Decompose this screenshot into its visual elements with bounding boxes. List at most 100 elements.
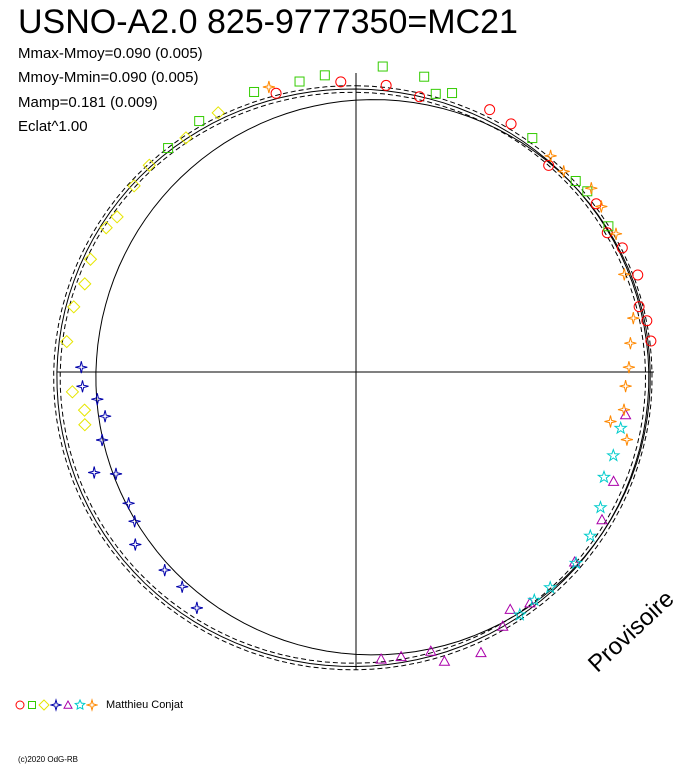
data-point-79 bbox=[618, 268, 631, 281]
data-point-1 bbox=[335, 76, 347, 88]
legend-symbols bbox=[14, 698, 98, 712]
data-point-52 bbox=[190, 601, 204, 615]
copyright: (c)2020 OdG-RB bbox=[18, 755, 79, 764]
data-point-65 bbox=[613, 420, 628, 435]
data-point-15 bbox=[194, 116, 205, 127]
data-point-68 bbox=[593, 499, 608, 514]
legend-symbol-2 bbox=[38, 699, 50, 711]
data-point-31 bbox=[211, 106, 225, 120]
data-point-83 bbox=[619, 379, 632, 393]
data-point-78 bbox=[609, 227, 623, 240]
data-point-84 bbox=[617, 403, 631, 416]
data-point-43 bbox=[98, 410, 112, 423]
data-point-59 bbox=[496, 620, 509, 631]
data-point-33 bbox=[83, 252, 98, 266]
data-point-37 bbox=[65, 385, 80, 399]
data-point-49 bbox=[129, 538, 142, 551]
stat-mamp: Mamp=0.181 (0.009) bbox=[18, 94, 158, 111]
data-point-57 bbox=[524, 596, 536, 608]
legend-symbol-1 bbox=[28, 701, 36, 709]
data-point-62 bbox=[424, 645, 437, 656]
data-point-69 bbox=[583, 528, 598, 543]
data-point-28 bbox=[127, 179, 141, 193]
data-point-24 bbox=[570, 175, 581, 186]
data-point-76 bbox=[585, 182, 598, 195]
data-point-5 bbox=[505, 118, 517, 130]
data-point-51 bbox=[176, 580, 189, 593]
legend-symbol-6 bbox=[86, 698, 98, 712]
stat-mmax-mmoy: Mmax-Mmoy=0.090 (0.005) bbox=[18, 45, 203, 62]
observer-name: Matthieu Conjat bbox=[106, 699, 184, 711]
data-point-74 bbox=[544, 149, 557, 163]
data-point-4 bbox=[484, 104, 496, 116]
curve-fit-min bbox=[59, 91, 647, 664]
data-point-87 bbox=[262, 80, 276, 94]
data-point-71 bbox=[543, 580, 558, 594]
data-point-14 bbox=[163, 143, 174, 154]
data-point-54 bbox=[607, 475, 620, 486]
data-point-10 bbox=[632, 269, 644, 281]
legend-symbol-3 bbox=[50, 698, 62, 712]
data-point-35 bbox=[67, 300, 81, 314]
data-point-16 bbox=[249, 86, 260, 97]
data-point-63 bbox=[395, 650, 407, 662]
data-point-58 bbox=[504, 603, 517, 614]
data-point-32 bbox=[99, 221, 113, 235]
data-point-48 bbox=[128, 515, 141, 528]
data-point-77 bbox=[595, 200, 608, 213]
data-point-85 bbox=[604, 415, 617, 428]
data-point-0 bbox=[270, 87, 282, 99]
data-point-45 bbox=[88, 466, 101, 479]
data-point-40 bbox=[75, 361, 88, 374]
data-point-2 bbox=[380, 79, 392, 91]
data-point-75 bbox=[557, 165, 570, 178]
legend: Matthieu Conjat bbox=[14, 697, 183, 713]
data-point-26 bbox=[603, 221, 614, 232]
data-point-81 bbox=[624, 337, 637, 350]
data-point-72 bbox=[527, 592, 542, 607]
data-point-3 bbox=[414, 91, 426, 103]
data-point-42 bbox=[91, 393, 104, 406]
data-point-39 bbox=[78, 418, 92, 432]
data-point-67 bbox=[596, 469, 612, 484]
chart-title: USNO-A2.0 825-9777350=MC21 bbox=[18, 3, 518, 41]
data-point-27 bbox=[110, 210, 124, 224]
data-point-22 bbox=[447, 88, 458, 99]
data-point-18 bbox=[319, 70, 330, 81]
data-point-64 bbox=[375, 653, 387, 664]
data-point-41 bbox=[76, 380, 89, 393]
data-point-86 bbox=[620, 433, 634, 446]
data-point-12 bbox=[641, 315, 653, 327]
data-point-80 bbox=[627, 311, 640, 325]
data-point-9 bbox=[616, 242, 628, 254]
data-point-23 bbox=[527, 133, 538, 144]
data-point-53 bbox=[619, 408, 632, 420]
data-point-19 bbox=[377, 61, 388, 72]
data-point-21 bbox=[430, 88, 441, 99]
data-point-30 bbox=[179, 131, 193, 145]
data-point-11 bbox=[633, 301, 645, 313]
data-point-47 bbox=[122, 497, 135, 510]
data-point-61 bbox=[438, 655, 451, 666]
data-point-20 bbox=[419, 71, 430, 82]
curve-fit-max bbox=[53, 85, 653, 671]
data-point-34 bbox=[78, 277, 92, 291]
legend-symbol-4 bbox=[63, 699, 73, 709]
data-point-44 bbox=[95, 433, 109, 447]
data-point-46 bbox=[109, 467, 123, 481]
data-point-82 bbox=[622, 361, 636, 374]
legend-symbol-5 bbox=[74, 698, 86, 710]
data-point-70 bbox=[568, 555, 584, 570]
stat-mmoy-mmin: Mmoy-Mmin=0.090 (0.005) bbox=[18, 69, 199, 86]
data-point-60 bbox=[475, 646, 487, 658]
data-point-7 bbox=[590, 198, 602, 210]
data-point-36 bbox=[60, 334, 74, 349]
data-point-73 bbox=[512, 607, 527, 621]
data-point-50 bbox=[158, 563, 171, 577]
data-point-6 bbox=[543, 159, 555, 171]
data-point-66 bbox=[606, 448, 621, 462]
data-point-17 bbox=[294, 76, 305, 87]
stat-eclat: Eclat^1.00 bbox=[18, 118, 88, 135]
data-point-38 bbox=[77, 403, 92, 417]
